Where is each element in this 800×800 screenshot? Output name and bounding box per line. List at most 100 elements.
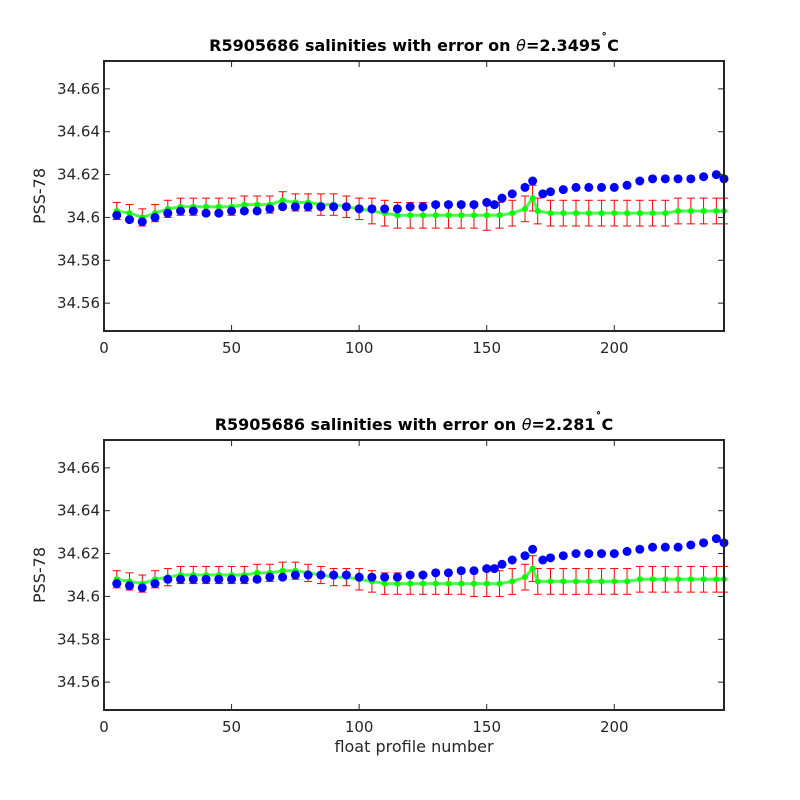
measured-salinity-point <box>660 174 670 184</box>
y-tick-label: 34.6 <box>67 208 100 226</box>
measured-salinity-point <box>711 534 721 544</box>
mapped-salinity-point <box>419 580 426 587</box>
measured-salinity-point <box>711 170 721 180</box>
measured-salinity-point <box>227 206 237 216</box>
mapped-salinity-point <box>611 210 618 217</box>
chart-title-bottom: R5905686 salinities with error on θ=2.28… <box>215 410 614 434</box>
plot-frame-top <box>103 60 725 332</box>
measured-salinity-point <box>443 568 453 578</box>
y-tick-label: 34.56 <box>57 294 100 312</box>
measured-salinity-point <box>443 200 453 210</box>
y-tick-label: 34.58 <box>57 630 100 648</box>
measured-salinity-point <box>201 574 211 584</box>
measured-salinity-point <box>584 182 594 192</box>
measured-salinity-point <box>489 200 499 210</box>
measured-salinity-point <box>546 187 556 197</box>
chart-title-bottom-value: =2.281 <box>532 415 596 434</box>
measured-salinity-point <box>380 204 390 214</box>
measured-salinity-point <box>456 566 466 576</box>
mapped-salinity-point <box>624 578 631 585</box>
measured-salinity-point <box>648 174 658 184</box>
measured-salinity-point <box>214 208 224 218</box>
mapped-salinity-point <box>458 212 465 219</box>
mapped-salinity-point <box>215 203 222 210</box>
measured-salinity-point <box>622 180 632 190</box>
measured-salinity-point <box>176 574 186 584</box>
mapped-salinity-point <box>381 580 388 587</box>
mapped-salinity-point <box>675 208 682 214</box>
measured-salinity-point <box>673 542 683 552</box>
mapped-salinity-point <box>713 576 720 583</box>
mapped-salinity-point <box>521 205 528 212</box>
measured-salinity-point <box>150 579 160 589</box>
mapped-salinity-point <box>203 203 210 210</box>
measured-salinity-point <box>660 542 670 552</box>
measured-salinity-point <box>367 572 377 582</box>
measured-salinity-point <box>265 204 275 214</box>
measured-salinity-point <box>303 570 313 580</box>
measured-salinity-point <box>354 204 364 214</box>
measured-salinity-point <box>418 202 428 212</box>
mapped-salinity-point <box>624 210 631 217</box>
mapped-salinity-point <box>700 576 707 583</box>
measured-salinity-point <box>303 202 313 212</box>
plot-area-top <box>104 61 724 331</box>
mapped-salinity-point <box>662 576 669 583</box>
measured-salinity-point <box>648 542 658 552</box>
measured-salinity-point <box>584 549 594 559</box>
mapped-salinity-point <box>445 580 452 587</box>
measured-salinity-point <box>252 574 262 584</box>
mapped-salinity-point <box>394 212 401 219</box>
chart-title-top-value: =2.3495 <box>526 36 601 55</box>
measured-salinity-point <box>125 581 135 591</box>
mapped-salinity-point <box>560 210 567 217</box>
measured-salinity-point <box>252 206 262 216</box>
mapped-salinity-point <box>254 201 261 208</box>
measured-salinity-point <box>635 176 645 186</box>
chart-title-top-degree: ˚ <box>601 31 607 46</box>
y-tick-label: 34.64 <box>57 502 100 520</box>
chart-title-top-unit: C <box>607 36 619 55</box>
x-tick-label: 200 <box>600 339 629 357</box>
measured-salinity-point <box>597 549 607 559</box>
mapped-salinity-point <box>636 210 643 217</box>
mapped-salinity-series-top <box>113 195 727 221</box>
x-tick-label: 200 <box>600 718 629 736</box>
measured-salinity-point <box>686 174 696 184</box>
measured-salinity-point <box>482 197 492 207</box>
mapped-salinity-point <box>126 210 133 217</box>
measured-salinity-point <box>290 570 300 580</box>
plot-frame-bottom <box>103 439 725 711</box>
chart-title-top-prefix: R5905686 salinities with error on <box>209 36 516 55</box>
y-tick-label: 34.58 <box>57 251 100 269</box>
measured-salinity-point <box>482 564 492 574</box>
mapped-salinity-point <box>560 578 567 585</box>
measured-salinity-point <box>507 189 517 199</box>
measured-salinity-point <box>497 193 507 203</box>
y-axis-label-bottom: PSS-78 <box>30 547 49 603</box>
measured-salinity-point <box>392 572 402 582</box>
measured-salinity-point <box>278 202 288 212</box>
measured-salinity-point <box>227 574 237 584</box>
measured-salinity-point <box>699 172 709 182</box>
measured-salinity-point <box>201 208 211 218</box>
y-tick-label: 34.62 <box>57 545 100 563</box>
mapped-salinity-point <box>483 580 490 587</box>
y-tick-label: 34.64 <box>57 123 100 141</box>
measured-salinity-point <box>469 200 479 210</box>
x-tick-label: 50 <box>222 339 241 357</box>
x-axis-label: float profile number <box>334 737 494 756</box>
measured-salinity-point <box>214 574 224 584</box>
measured-salinity-series-bottom <box>112 534 729 593</box>
measured-salinity-point <box>520 551 530 561</box>
mapped-salinity-point <box>509 210 516 217</box>
mapped-salinity-point <box>470 580 477 587</box>
mapped-salinity-point <box>509 578 516 585</box>
mapped-salinity-point <box>279 567 286 574</box>
y-axis-label-top: PSS-78 <box>30 168 49 224</box>
axis-ticks-bottom: 0 50 100 150 200 34.56 34.58 34.6 34.62 34.64 34.6… <box>57 440 724 736</box>
mapped-salinity-point <box>521 574 528 581</box>
mapped-salinity-point <box>687 576 694 583</box>
measured-salinity-point <box>125 215 135 225</box>
chart-title-top-theta: θ <box>516 36 526 55</box>
